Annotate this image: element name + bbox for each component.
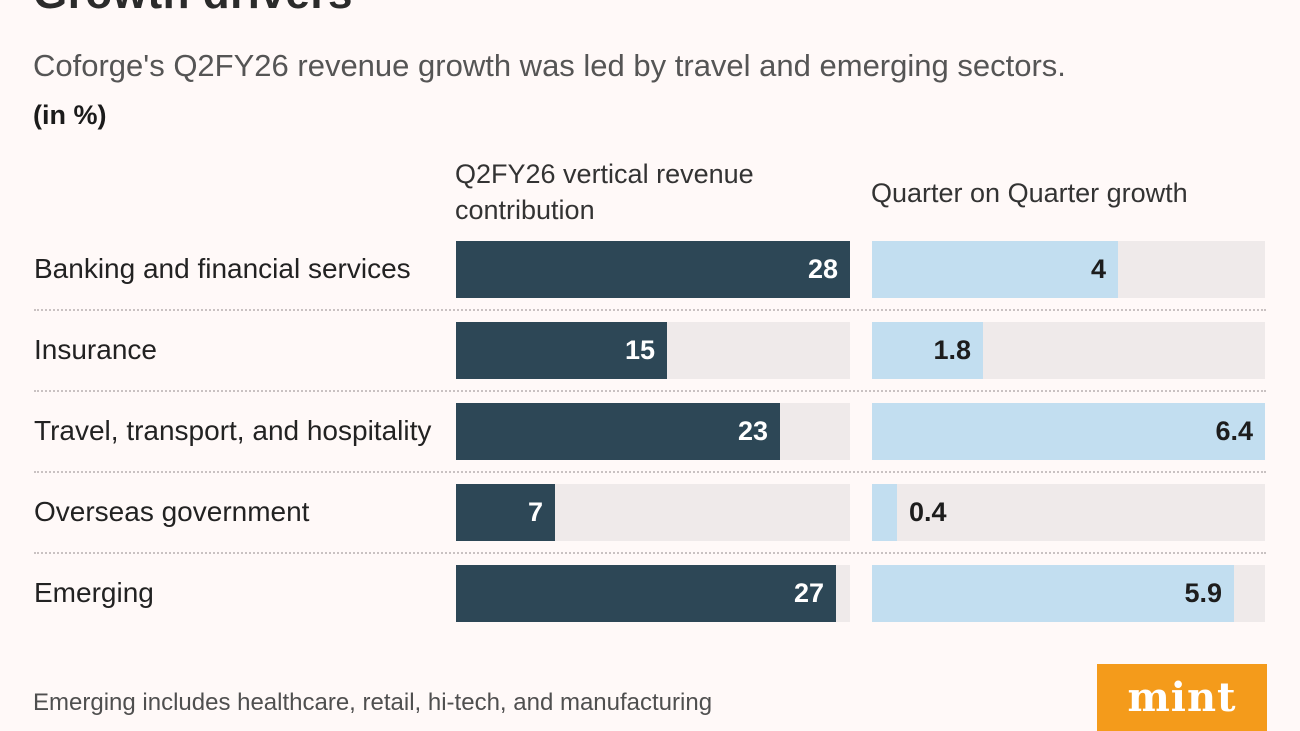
growth-value-overseas-government: 0.4 — [909, 497, 947, 527]
growth-value-banking-and-financial-services: 4 — [1090, 254, 1106, 284]
growth-value-travel-transport-and-hospitality: 6.4 — [1215, 416, 1253, 446]
contribution-track-insurance: 15 — [456, 322, 850, 379]
row-separator — [34, 390, 1266, 392]
growth-bar-insurance — [872, 322, 983, 379]
growth-value-insurance: 1.8 — [933, 335, 971, 365]
contribution-bar-insurance — [456, 322, 667, 379]
category-label-banking-and-financial-services: Banking and financial services — [34, 253, 411, 284]
growth-track-banking-and-financial-services: 4 — [872, 241, 1265, 298]
growth-bar-emerging — [872, 565, 1234, 622]
growth-bar-banking-and-financial-services — [872, 241, 1118, 298]
chart-subtitle: Coforge's Q2FY26 revenue growth was led … — [33, 48, 1066, 83]
contribution-bar-banking-and-financial-services — [456, 241, 850, 298]
contribution-value-emerging: 27 — [793, 578, 824, 608]
category-label-overseas-government: Overseas government — [34, 496, 310, 527]
contribution-value-overseas-government: 7 — [527, 497, 543, 527]
unit-label: (in %) — [33, 100, 107, 130]
contribution-value-travel-transport-and-hospitality: 23 — [737, 416, 768, 446]
growth-track-travel-transport-and-hospitality: 6.4 — [872, 403, 1265, 460]
growth-track-overseas-government: 0.4 — [872, 484, 1265, 541]
category-label-insurance: Insurance — [34, 334, 157, 365]
row-separator — [34, 471, 1266, 473]
growth-value-emerging: 5.9 — [1184, 578, 1222, 608]
footnote: Emerging includes healthcare, retail, hi… — [33, 689, 713, 716]
contribution-column-header: Q2FY26 vertical revenue contribution — [455, 159, 754, 225]
category-label-travel-transport-and-hospitality: Travel, transport, and hospitality — [34, 415, 432, 446]
mint-logo: mint — [1097, 664, 1267, 731]
contribution-track-banking-and-financial-services: 28 — [456, 241, 850, 298]
contribution-bar-travel-transport-and-hospitality — [456, 403, 780, 460]
contribution-track-overseas-government: 7 — [456, 484, 850, 541]
category-label-emerging: Emerging — [34, 577, 154, 608]
growth-track-insurance: 1.8 — [872, 322, 1265, 379]
contribution-track-emerging: 27 — [456, 565, 850, 622]
row-separator — [34, 552, 1266, 554]
growth-bar-overseas-government — [872, 484, 897, 541]
contribution-value-insurance: 15 — [624, 335, 655, 365]
contribution-bar-emerging — [456, 565, 836, 622]
logo-text: mint — [1127, 673, 1237, 721]
chart-title: Growth drivers — [33, 0, 353, 16]
contribution-track-travel-transport-and-hospitality: 23 — [456, 403, 850, 460]
row-separator — [34, 309, 1266, 311]
growth-column-header: Quarter on Quarter growth — [871, 178, 1188, 208]
growth-bar-travel-transport-and-hospitality — [872, 403, 1265, 460]
growth-track-emerging: 5.9 — [872, 565, 1265, 622]
contribution-bar-overseas-government — [456, 484, 555, 541]
contribution-value-banking-and-financial-services: 28 — [807, 254, 838, 284]
